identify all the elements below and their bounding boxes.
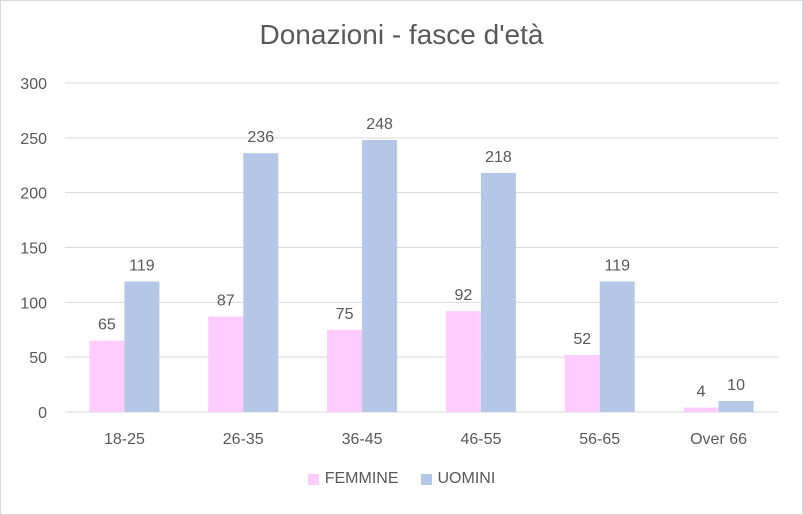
- x-tick-label: 36-45: [342, 431, 383, 448]
- y-tick-label: 150: [20, 241, 47, 258]
- legend-swatch-uomini: [420, 473, 432, 485]
- y-tick-label: 300: [20, 76, 47, 93]
- legend-swatch-femmine: [307, 473, 319, 485]
- bar: [327, 329, 363, 412]
- legend-label-femmine: FEMMINE: [324, 470, 399, 487]
- bar: [124, 281, 160, 412]
- bar: [599, 281, 635, 412]
- y-tick-label: 0: [38, 405, 47, 422]
- bar: [208, 316, 244, 412]
- data-label: 4: [697, 384, 706, 401]
- bar: [480, 172, 516, 412]
- bar: [243, 153, 279, 413]
- bar: [445, 311, 481, 412]
- bar: [564, 354, 600, 412]
- legend-label-uomini: UOMINI: [437, 470, 496, 487]
- y-tick-label: 200: [20, 186, 47, 203]
- data-label: 119: [129, 257, 155, 274]
- bar: [89, 340, 125, 412]
- y-tick-label: 50: [29, 350, 47, 367]
- x-tick-label: Over 66: [690, 431, 747, 448]
- data-label: 248: [366, 116, 393, 133]
- legend: FEMMINE UOMINI: [1, 470, 802, 488]
- x-tick-label: 18-25: [104, 431, 145, 448]
- data-label: 52: [573, 331, 591, 348]
- legend-item-uomini: UOMINI: [420, 470, 496, 488]
- y-tick-label: 250: [20, 131, 47, 148]
- data-label: 87: [217, 293, 235, 310]
- data-label: 75: [336, 306, 354, 323]
- y-tick-label: 100: [20, 295, 47, 312]
- data-label: 218: [485, 149, 512, 166]
- x-tick-label: 56-65: [579, 431, 620, 448]
- data-label: 65: [98, 317, 116, 334]
- bar: [362, 140, 398, 412]
- x-tick-label: 46-55: [460, 431, 501, 448]
- bar: [718, 401, 754, 412]
- legend-item-femmine: FEMMINE: [307, 470, 399, 488]
- chart-title: Donazioni - fasce d'età: [259, 19, 544, 50]
- x-tick-label: 26-35: [223, 431, 264, 448]
- bar: [683, 407, 719, 412]
- data-label: 92: [455, 287, 473, 304]
- data-label: 10: [727, 377, 745, 394]
- data-label: 236: [247, 129, 274, 146]
- data-label: 119: [604, 257, 630, 274]
